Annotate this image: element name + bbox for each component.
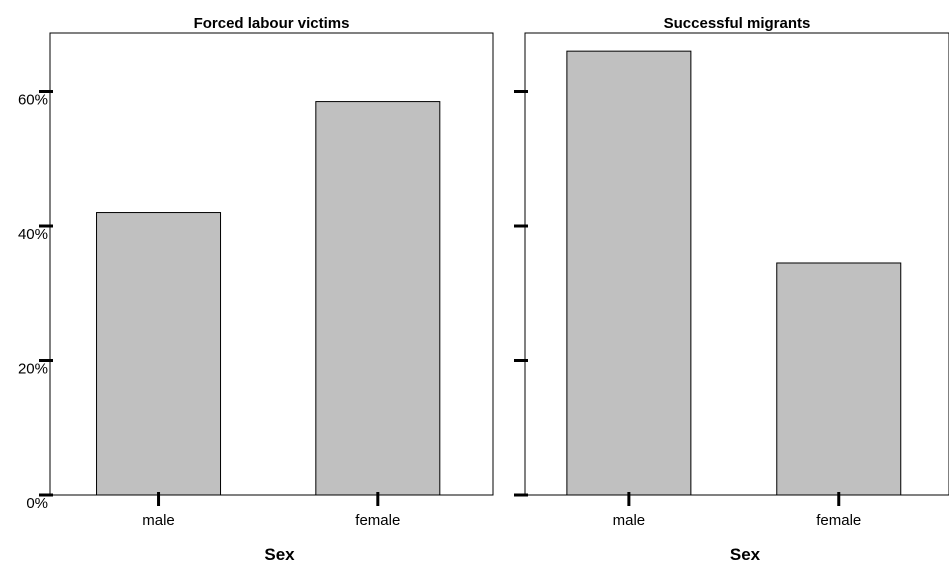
bar-female	[315, 101, 441, 496]
x-tick-label: female	[816, 512, 861, 529]
x-tick-label: male	[142, 512, 175, 529]
panel-title: Forced labour victims	[194, 15, 350, 32]
y-tick-label: 40%	[18, 226, 48, 243]
x-axis-title: Sex	[264, 545, 295, 563]
y-tick-label: 60%	[18, 92, 48, 109]
bar-female	[776, 262, 902, 496]
bar-male	[566, 50, 692, 496]
x-tick-label: female	[355, 512, 400, 529]
y-tick-label: 20%	[18, 361, 48, 378]
x-tick-label: male	[613, 512, 646, 529]
bar-male	[96, 212, 222, 496]
y-tick-label: 0%	[26, 495, 48, 512]
panel-title: Successful migrants	[664, 15, 811, 32]
x-axis-title: Sex	[730, 545, 761, 563]
